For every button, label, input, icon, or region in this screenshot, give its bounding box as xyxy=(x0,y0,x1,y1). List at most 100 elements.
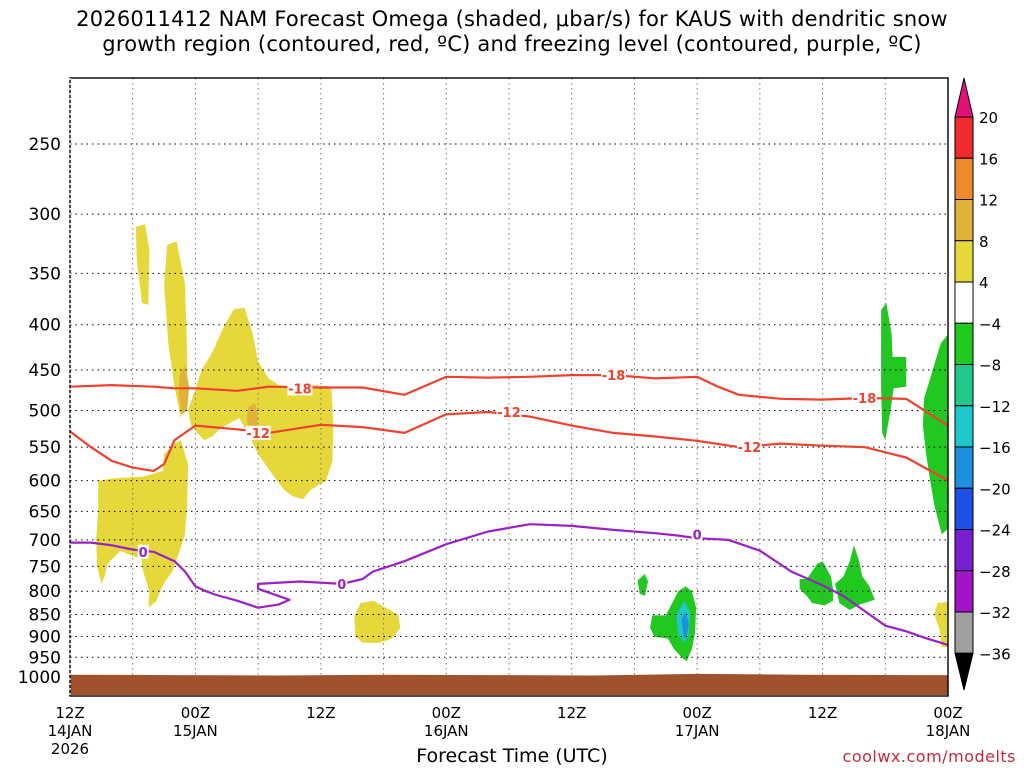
contour-label-0-2: -18 xyxy=(853,392,877,407)
x-tick-label-12-1: 15JAN xyxy=(173,722,218,740)
y-tick-label-550: 550 xyxy=(29,438,61,458)
omega-yellow-e xyxy=(354,600,401,643)
colorbar-swatch-2 xyxy=(954,199,974,242)
y-tick-label-800: 800 xyxy=(29,582,61,602)
omega-orange-a xyxy=(178,365,190,415)
omega-green-f xyxy=(922,334,948,535)
contour-label-1-0: -12 xyxy=(246,427,270,442)
contour-label-bg xyxy=(601,368,627,383)
x-tick-label-72-0: 12Z xyxy=(808,704,837,722)
y-tick-label-750: 750 xyxy=(29,557,61,577)
colorbar-label-10: −24 xyxy=(979,522,1011,540)
contour-label-2-1: 0 xyxy=(337,578,346,593)
colorbar-label-8: −16 xyxy=(979,439,1011,457)
plot-frame xyxy=(69,77,949,697)
x-tick-label-84-1: 18JAN xyxy=(926,722,971,740)
contour-label-bg xyxy=(137,544,149,559)
grid-lines xyxy=(70,78,948,696)
contour-label-0-0: -18 xyxy=(288,382,312,397)
x-tick-label-84-0: 00Z xyxy=(933,704,962,722)
y-tick-label-1000: 1000 xyxy=(18,668,61,688)
y-tick-label-900: 900 xyxy=(29,627,61,647)
colorbar-swatch-1 xyxy=(954,157,974,200)
x-tick-label-48-0: 12Z xyxy=(557,704,586,722)
omega-yellow-f xyxy=(934,602,948,647)
contour-label-bg xyxy=(736,440,762,455)
colorbar-swatch-0 xyxy=(954,116,974,159)
contour-label-bg xyxy=(496,405,522,420)
colorbar-swatch-7 xyxy=(954,405,974,448)
credit-text: coolwx.com/modelts xyxy=(842,747,1016,766)
ground-fill xyxy=(70,673,948,695)
contour-line-2 xyxy=(70,523,949,646)
colorbar-label-7: −12 xyxy=(979,398,1011,416)
x-tick-label-0-2: 2026 xyxy=(51,740,89,758)
omega-shading xyxy=(96,224,948,662)
colorbar-swatch-12 xyxy=(954,611,974,654)
y-tick-label-650: 650 xyxy=(29,502,61,522)
omega-yellow-c xyxy=(96,440,189,608)
y-tick-label-500: 500 xyxy=(29,402,61,422)
contour-line-0 xyxy=(69,374,949,427)
colorbar-swatch-8 xyxy=(954,446,974,489)
colorbar-label-1: 16 xyxy=(979,150,998,168)
colorbar-swatch-11 xyxy=(954,570,974,613)
x-tick-label-12-0: 00Z xyxy=(181,704,210,722)
colorbar-label-2: 12 xyxy=(979,192,998,210)
x-tick-label-0-1: 14JAN xyxy=(48,722,93,740)
colorbar-swatch-10 xyxy=(954,529,974,572)
colorbar-label-6: −8 xyxy=(979,357,1001,375)
colorbar-label-9: −20 xyxy=(979,480,1011,498)
colorbar-label-5: −4 xyxy=(979,315,1001,333)
colorbar-top-triangle xyxy=(954,77,974,118)
contour-label-bg xyxy=(336,576,348,591)
x-tick-label-36-0: 00Z xyxy=(432,704,461,722)
contours: -18 -18 -18 -12 -12 -12 0 0 0 xyxy=(69,368,949,646)
colorbar-label-3: 8 xyxy=(979,233,989,251)
y-tick-label-450: 450 xyxy=(29,361,61,381)
colorbar: 20 16 12 8 4 −4 −8 −12 −16 −20 −24 −28 −32 −36 xyxy=(954,77,1011,691)
axes: 2503003504004505005506006507007508008509… xyxy=(18,77,971,758)
y-tick-label-950: 950 xyxy=(29,648,61,668)
chart-title-line-1: 2026011412 NAM Forecast Omega (shaded, μ… xyxy=(76,7,948,31)
y-tick-label-700: 700 xyxy=(29,531,61,551)
colorbar-swatch-9 xyxy=(954,487,974,530)
omega-yellow-a xyxy=(135,224,150,305)
colorbar-swatch-3 xyxy=(954,240,974,283)
colorbar-bottom-triangle xyxy=(954,652,974,691)
colorbar-label-0: 20 xyxy=(979,109,998,127)
ground-surface xyxy=(70,673,948,695)
omega-green-e xyxy=(881,303,907,441)
contour-label-2-0: 0 xyxy=(139,546,148,561)
contour-line-1 xyxy=(69,410,949,482)
x-tick-label-60-0: 00Z xyxy=(682,704,711,722)
y-tick-label-350: 350 xyxy=(29,264,61,284)
contour-label-bg xyxy=(287,381,313,396)
chart-title-line-2: growth region (contoured, red, ºC) and f… xyxy=(102,32,922,56)
x-tick-label-36-1: 16JAN xyxy=(424,722,469,740)
y-tick-label-300: 300 xyxy=(29,205,61,225)
colorbar-label-13: −36 xyxy=(979,645,1011,663)
contour-label-1-2: -12 xyxy=(738,441,762,456)
colorbar-swatch-6 xyxy=(954,364,974,407)
y-tick-label-400: 400 xyxy=(29,316,61,336)
contour-label-bg xyxy=(245,425,271,440)
contour-label-bg xyxy=(851,390,877,405)
x-tick-label-60-1: 17JAN xyxy=(675,722,720,740)
colorbar-label-4: 4 xyxy=(979,274,989,292)
y-tick-label-850: 850 xyxy=(29,606,61,626)
x-tick-label-0-0: 12Z xyxy=(55,704,84,722)
x-axis-label: Forecast Time (UTC) xyxy=(416,745,608,767)
omega-yellow-d xyxy=(188,308,334,500)
y-tick-label-600: 600 xyxy=(29,472,61,492)
contour-label-0-1: -18 xyxy=(602,369,626,384)
x-tick-label-24-0: 12Z xyxy=(306,704,335,722)
colorbar-label-11: −28 xyxy=(979,563,1011,581)
y-tick-label-250: 250 xyxy=(29,135,61,155)
contour-label-1-1: -12 xyxy=(497,406,521,421)
colorbar-swatch-5 xyxy=(954,322,974,365)
colorbar-label-12: −32 xyxy=(979,604,1011,622)
omega-green-d xyxy=(835,545,875,610)
contour-label-2-2: 0 xyxy=(693,528,702,543)
